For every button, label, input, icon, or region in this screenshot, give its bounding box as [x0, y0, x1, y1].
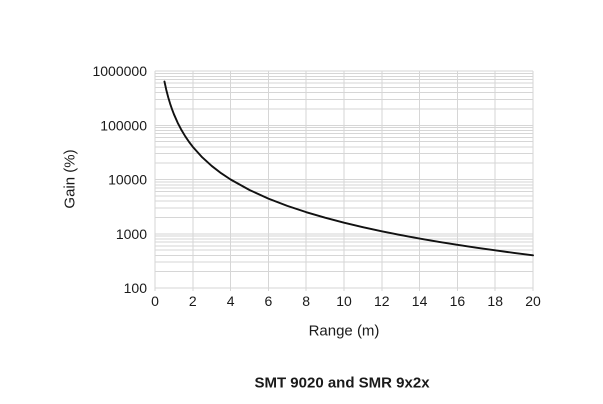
y-axis-title: Gain (%)	[61, 149, 79, 209]
y-tick-label: 1000000	[92, 63, 147, 79]
y-tick-label: 10000	[108, 172, 147, 188]
x-tick-label: 6	[265, 293, 273, 309]
x-tick-label: 18	[487, 293, 503, 309]
x-tick-label: 14	[412, 293, 428, 309]
y-tick-label: 1000	[116, 226, 147, 242]
x-tick-label: 10	[336, 293, 352, 309]
x-tick-label: 12	[374, 293, 390, 309]
x-axis-title: Range (m)	[308, 322, 380, 340]
x-tick-label: 8	[302, 293, 310, 309]
y-tick-label: 100000	[100, 117, 147, 133]
chart-caption: SMT 9020 and SMR 9x2x	[254, 374, 430, 392]
x-tick-label: 4	[227, 293, 235, 309]
tick-labels-layer: 0 2 4 6 8 10 12 14 16 18 20 100 1000 10000 100000 10000…	[92, 63, 541, 309]
x-tick-label: 0	[151, 293, 159, 309]
y-tick-label: 100	[124, 280, 148, 296]
x-tick-label: 2	[189, 293, 197, 309]
gridlines-layer	[154, 70, 534, 291]
x-tick-label: 20	[525, 293, 541, 309]
data-series-layer	[163, 80, 534, 257]
gain-curve	[163, 80, 534, 257]
x-tick-label: 16	[450, 293, 466, 309]
